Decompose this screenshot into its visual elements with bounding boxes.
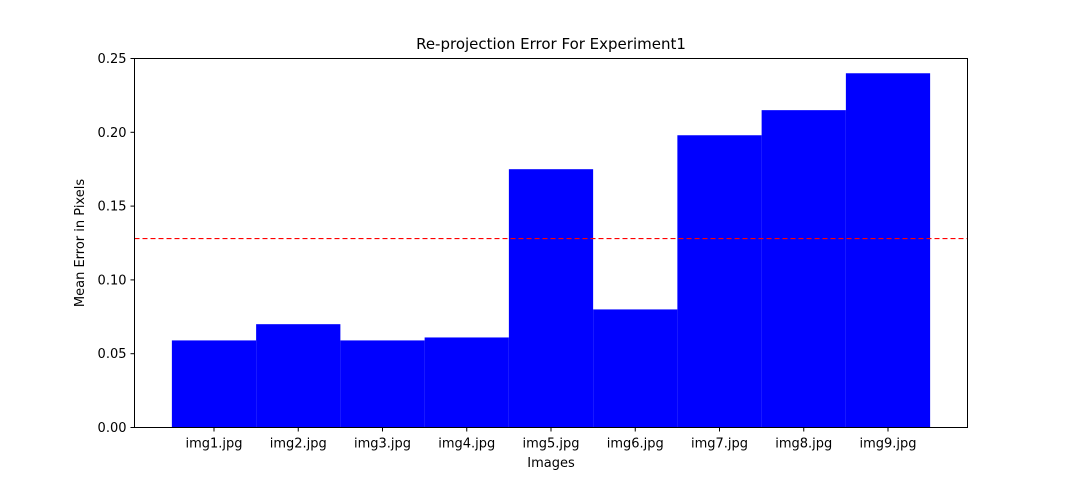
bars-group xyxy=(171,73,931,428)
y-tick-label: 0.25 xyxy=(98,52,127,67)
chart-title: Re-projection Error For Experiment1 xyxy=(416,35,686,53)
bar-img6.jpg xyxy=(593,309,678,428)
x-tick-label: img8.jpg xyxy=(775,437,832,452)
bar-img9.jpg xyxy=(845,73,931,428)
bar-img7.jpg xyxy=(677,135,762,428)
bar-img5.jpg xyxy=(508,169,594,428)
y-tick-label: 0.00 xyxy=(98,421,127,436)
y-axis: 0.00 0.05 0.10 0.15 0.20 0.25 xyxy=(98,52,135,436)
x-tick-label: img9.jpg xyxy=(859,437,916,452)
bar-img4.jpg xyxy=(424,337,509,428)
y-axis-label: Mean Error in Pixels xyxy=(73,179,88,307)
x-tick-label: img1.jpg xyxy=(185,437,242,452)
bar-img2.jpg xyxy=(256,324,341,428)
y-tick-label: 0.10 xyxy=(98,273,127,288)
x-tick-label: img5.jpg xyxy=(522,437,579,452)
x-tick-label: img6.jpg xyxy=(607,437,664,452)
x-tick-label: img3.jpg xyxy=(354,437,411,452)
y-tick-label: 0.15 xyxy=(98,200,127,215)
y-tick-label: 0.20 xyxy=(98,126,127,141)
bar-img3.jpg xyxy=(340,340,425,428)
bar-img1.jpg xyxy=(171,340,257,428)
x-tick-label: img2.jpg xyxy=(270,437,327,452)
bar-img8.jpg xyxy=(761,110,846,428)
x-axis-label: Images xyxy=(527,456,575,471)
x-axis: img1.jpg img2.jpg img3.jpg img4.jpg img5.jpg… xyxy=(185,427,917,452)
x-tick-label: img4.jpg xyxy=(438,437,495,452)
y-tick-label: 0.05 xyxy=(98,347,127,362)
x-tick-label: img7.jpg xyxy=(691,437,748,452)
